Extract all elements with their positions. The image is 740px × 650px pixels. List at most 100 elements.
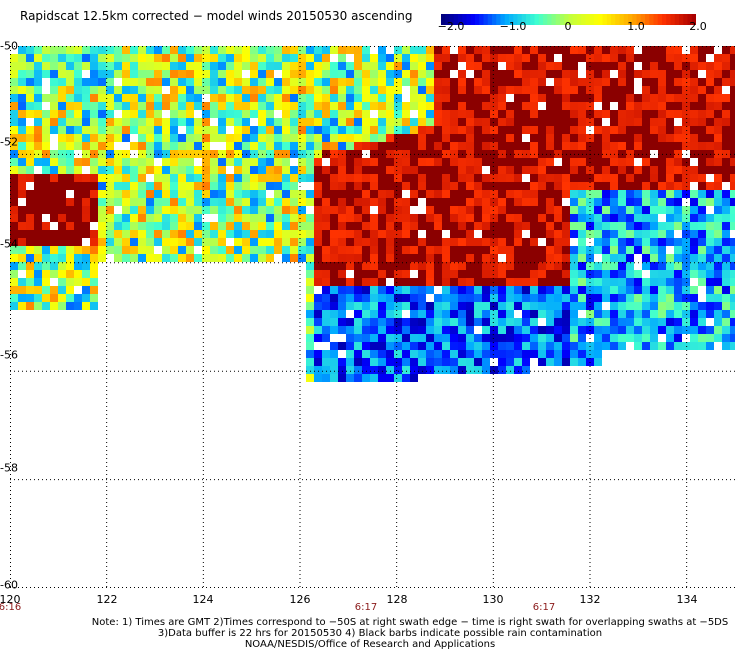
- wind-cell: [474, 294, 482, 302]
- wind-cell: [730, 158, 735, 166]
- wind-cell: [602, 190, 610, 198]
- wind-cell: [306, 86, 314, 94]
- wind-cell: [346, 318, 354, 326]
- wind-cell: [634, 206, 642, 214]
- wind-cell: [42, 246, 50, 254]
- wind-cell: [514, 158, 522, 166]
- wind-cell: [298, 102, 306, 110]
- wind-cell: [130, 70, 138, 78]
- wind-cell: [370, 238, 378, 246]
- wind-cell: [154, 238, 162, 246]
- wind-cell: [722, 270, 730, 278]
- wind-cell: [322, 358, 330, 366]
- wind-cell: [434, 134, 442, 142]
- wind-cell: [730, 174, 735, 182]
- wind-cell: [34, 158, 42, 166]
- wind-cell: [458, 350, 466, 358]
- wind-cell: [50, 182, 58, 190]
- wind-cell: [370, 142, 378, 150]
- wind-cell: [266, 94, 274, 102]
- wind-cell: [330, 142, 338, 150]
- wind-cell: [138, 206, 146, 214]
- colorbar-swatch: [666, 14, 672, 25]
- wind-cell: [458, 102, 466, 110]
- wind-cell: [218, 198, 226, 206]
- wind-cell: [642, 198, 650, 206]
- wind-cell: [386, 174, 394, 182]
- wind-cell: [90, 294, 98, 302]
- wind-cell: [426, 102, 434, 110]
- colorbar-swatch: [623, 14, 629, 25]
- wind-cell: [514, 222, 522, 230]
- wind-cell: [50, 70, 58, 78]
- wind-cell: [242, 158, 250, 166]
- wind-cell: [346, 326, 354, 334]
- wind-cell: [170, 254, 178, 262]
- wind-cell: [522, 70, 530, 78]
- wind-cell: [58, 126, 66, 134]
- wind-cell: [66, 78, 74, 86]
- wind-cell: [698, 174, 706, 182]
- wind-cell: [522, 190, 530, 198]
- wind-cell: [546, 190, 554, 198]
- wind-cell: [538, 70, 546, 78]
- wind-cell: [594, 214, 602, 222]
- wind-cell: [98, 182, 106, 190]
- wind-cell: [170, 142, 178, 150]
- wind-cell: [530, 310, 538, 318]
- wind-cell: [26, 62, 34, 70]
- wind-cell: [186, 78, 194, 86]
- wind-cell: [306, 70, 314, 78]
- wind-cell: [426, 46, 434, 54]
- wind-cell: [562, 110, 570, 118]
- wind-cell: [442, 102, 450, 110]
- wind-cell: [490, 54, 498, 62]
- wind-cell: [18, 102, 26, 110]
- wind-cell: [74, 110, 82, 118]
- wind-cell: [506, 182, 514, 190]
- wind-cell: [674, 278, 682, 286]
- wind-cell: [642, 70, 650, 78]
- wind-cell: [266, 198, 274, 206]
- wind-cell: [466, 126, 474, 134]
- wind-cell: [66, 182, 74, 190]
- wind-cell: [330, 86, 338, 94]
- wind-cell: [498, 134, 506, 142]
- wind-cell: [122, 158, 130, 166]
- wind-cell: [410, 342, 418, 350]
- wind-cell: [506, 318, 514, 326]
- wind-cell: [634, 342, 642, 350]
- wind-cell: [714, 262, 722, 270]
- wind-cell: [498, 142, 506, 150]
- wind-cell: [66, 262, 74, 270]
- wind-cell: [370, 198, 378, 206]
- wind-cell: [458, 182, 466, 190]
- wind-cell: [490, 230, 498, 238]
- wind-cell: [162, 238, 170, 246]
- wind-cell: [530, 198, 538, 206]
- wind-cell: [98, 190, 106, 198]
- wind-cell: [42, 46, 50, 54]
- colorbar-swatch: [475, 14, 480, 25]
- wind-cell: [322, 318, 330, 326]
- wind-cell: [514, 174, 522, 182]
- wind-cell: [402, 278, 410, 286]
- wind-cell: [514, 118, 522, 126]
- wind-cell: [682, 54, 690, 62]
- wind-cell: [458, 118, 466, 126]
- wind-cell: [130, 158, 138, 166]
- wind-cell: [498, 262, 506, 270]
- wind-cell: [450, 62, 458, 70]
- wind-cell: [306, 198, 314, 206]
- wind-cell: [354, 214, 362, 222]
- wind-cell: [450, 198, 458, 206]
- wind-cell: [418, 86, 426, 94]
- wind-cell: [402, 102, 410, 110]
- wind-cell: [354, 246, 362, 254]
- wind-cell: [562, 182, 570, 190]
- wind-cell: [698, 78, 706, 86]
- wind-cell: [666, 78, 674, 86]
- wind-cell: [346, 174, 354, 182]
- wind-cell: [106, 214, 114, 222]
- wind-cell: [10, 182, 18, 190]
